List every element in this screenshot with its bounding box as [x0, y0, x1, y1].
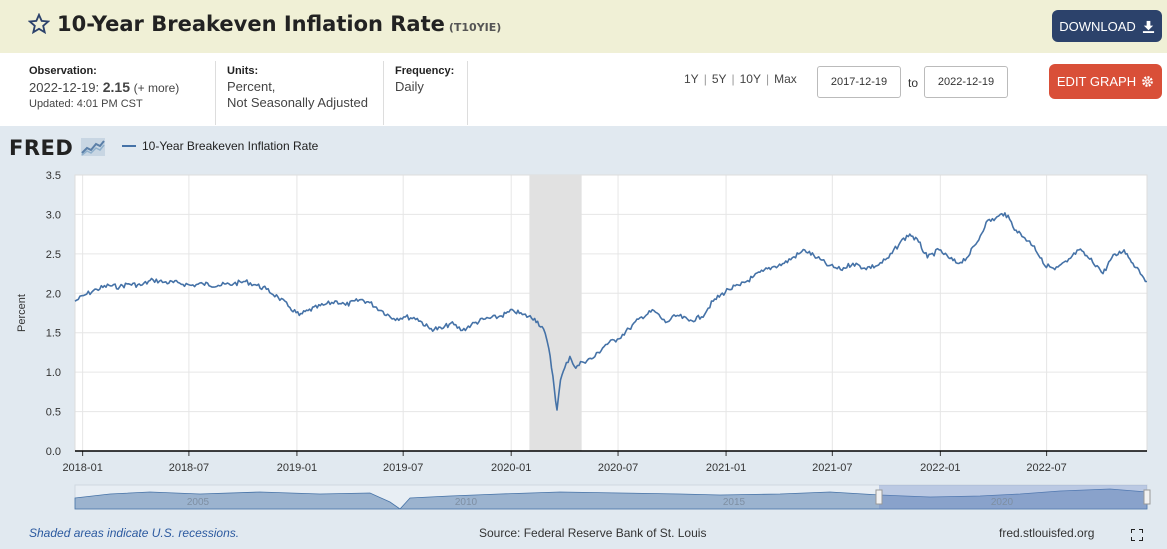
y-tick-label: 2.0 — [46, 288, 61, 300]
star-icon[interactable] — [28, 13, 50, 35]
x-tick-label: 2020-07 — [598, 462, 638, 474]
plot-background — [75, 175, 1147, 451]
navigator-right-handle[interactable] — [1143, 489, 1151, 505]
navigator-label-2015: 2015 — [723, 497, 746, 508]
units-label: Units: — [227, 65, 259, 77]
x-tick-label: 2018-01 — [62, 462, 102, 474]
x-tick-label: 2021-07 — [812, 462, 852, 474]
edit-graph-label: EDIT GRAPH — [1056, 74, 1137, 89]
observation-block: Observation: 2022-12-19: 2.15 (+ more) U… — [29, 63, 179, 112]
fred-logo: FRED — [9, 136, 106, 160]
observation-value: 2.15 — [102, 79, 130, 95]
x-tick-label: 2019-01 — [277, 462, 317, 474]
units-block: Units: Percent, Not Seasonally Adjusted — [227, 63, 368, 111]
chart-area: FRED 10-Year Breakeven Inflation Rate 0.… — [0, 126, 1167, 549]
range-selector: 1Y | 5Y | 10Y | Max — [684, 72, 797, 86]
gear-icon — [1142, 76, 1153, 87]
x-tick-label: 2022-01 — [920, 462, 960, 474]
y-axis-ticks: 0.0 0.5 1.0 1.5 2.0 2.5 3.0 3.5 — [46, 170, 61, 458]
y-tick-label: 2.5 — [46, 249, 61, 261]
start-date-input[interactable]: 2017-12-19 — [817, 66, 901, 98]
navigator-left-handle[interactable] — [875, 489, 883, 505]
y-tick-label: 0.0 — [46, 446, 61, 458]
navigator-label-2005: 2005 — [187, 497, 210, 508]
edit-graph-button[interactable]: EDIT GRAPH — [1049, 64, 1162, 99]
grid-lines — [74, 174, 1148, 452]
x-tick-label: 2021-01 — [706, 462, 746, 474]
observation-label: Observation: — [29, 65, 97, 77]
y-tick-label: 1.5 — [46, 328, 61, 340]
fred-logo-text: FRED — [9, 136, 74, 160]
source-text: Source: Federal Reserve Bank of St. Loui… — [479, 526, 707, 540]
download-icon — [1142, 20, 1154, 33]
x-tick-label: 2018-07 — [169, 462, 209, 474]
units-line1: Percent, — [227, 79, 276, 94]
range-10y-button[interactable]: 10Y — [739, 72, 761, 86]
legend-swatch — [122, 145, 136, 147]
series-line-t10yie — [74, 212, 1147, 411]
frequency-label: Frequency: — [395, 65, 455, 77]
observation-more-link[interactable]: (+ more) — [133, 81, 180, 95]
divider — [383, 61, 384, 125]
observation-date: 2022-12-19: — [29, 80, 100, 95]
divider — [467, 61, 468, 125]
navigator-label-2020: 2020 — [991, 497, 1014, 508]
range-max-button[interactable]: Max — [774, 72, 797, 86]
legend-label: 10-Year Breakeven Inflation Rate — [142, 139, 319, 153]
y-axis-label: Percent — [16, 294, 28, 332]
frequency-block: Frequency: Daily — [395, 63, 454, 95]
divider — [215, 61, 216, 125]
series-id: (T10YIE) — [448, 21, 502, 34]
recession-note[interactable]: Shaded areas indicate U.S. recessions. — [29, 526, 240, 540]
x-tick-label: 2020-01 — [491, 462, 531, 474]
range-navigator[interactable]: 2005 2010 2015 2020 — [74, 484, 1151, 510]
chart-legend: 10-Year Breakeven Inflation Rate — [122, 139, 318, 153]
end-date-input[interactable]: 2022-12-19 — [924, 66, 1008, 98]
range-5y-button[interactable]: 5Y — [711, 72, 727, 86]
recession-shading — [529, 175, 582, 451]
frequency-value: Daily — [395, 79, 424, 94]
x-tick-label: 2019-07 — [383, 462, 423, 474]
download-label: DOWNLOAD — [1059, 18, 1136, 34]
header-bar: 10-Year Breakeven Inflation Rate (T10YIE)… — [0, 0, 1167, 53]
site-link[interactable]: fred.stlouisfed.org — [999, 526, 1095, 540]
series-title: 10-Year Breakeven Inflation Rate — [57, 12, 445, 36]
y-tick-label: 3.0 — [46, 209, 61, 221]
y-tick-label: 3.5 — [46, 170, 61, 182]
page-title: 10-Year Breakeven Inflation Rate (T10YIE) — [57, 12, 501, 36]
range-1y-button[interactable]: 1Y — [684, 72, 699, 86]
units-line2: Not Seasonally Adjusted — [227, 95, 368, 110]
x-axis-ticks: 2018-01 2018-07 2019-01 2019-07 2020-01 2020-… — [62, 451, 1067, 474]
x-tick-label: 2022-07 — [1026, 462, 1066, 474]
updated-text: Updated: 4:01 PM CST — [29, 98, 143, 110]
y-tick-label: 0.5 — [46, 407, 61, 419]
navigator-selection[interactable] — [879, 485, 1147, 509]
y-tick-label: 1.0 — [46, 367, 61, 379]
recession-band — [529, 175, 582, 451]
to-label: to — [908, 76, 919, 90]
fullscreen-icon[interactable] — [1131, 529, 1143, 541]
navigator-label-2010: 2010 — [455, 497, 478, 508]
line-chart[interactable]: 0.00.51.01.52.02.53.03.5 2018-01 2018-07 2… — [0, 126, 1167, 521]
download-button[interactable]: DOWNLOAD — [1052, 10, 1162, 42]
fred-chart-icon — [81, 138, 106, 156]
info-bar: Observation: 2022-12-19: 2.15 (+ more) U… — [0, 53, 1167, 126]
